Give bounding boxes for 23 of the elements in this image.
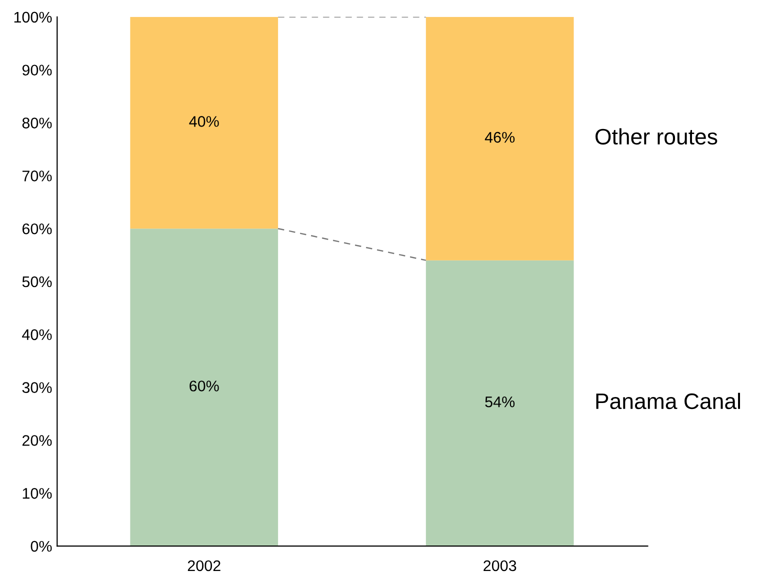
y-tick-label: 70% — [22, 170, 52, 182]
y-tick-label: 10% — [22, 488, 52, 499]
y-tick-label: 50% — [22, 276, 52, 288]
bar — [130, 228, 278, 546]
data-label: 46% — [484, 132, 515, 143]
series-label: Panama Canal — [596, 392, 740, 410]
bar — [426, 16, 574, 260]
y-tick-label: 0% — [30, 540, 52, 552]
x-tick-label: 2003 — [484, 560, 516, 572]
data-label: 54% — [485, 396, 515, 408]
y-tick-label: 100% — [14, 12, 52, 23]
series-label: Other routes — [596, 128, 718, 145]
y-tick-label: 20% — [22, 435, 52, 446]
bar — [426, 260, 574, 546]
x-tick-label: 2002 — [188, 560, 220, 572]
data-label: 60% — [190, 380, 219, 392]
y-tick-label: 80% — [22, 118, 52, 128]
data-label: 40% — [189, 116, 219, 127]
y-tick-label: 60% — [22, 223, 52, 234]
y-tick-label: 40% — [22, 329, 52, 340]
y-tick-label: 30% — [22, 382, 52, 393]
bar — [130, 16, 278, 229]
y-tick-label: 90% — [22, 64, 52, 76]
